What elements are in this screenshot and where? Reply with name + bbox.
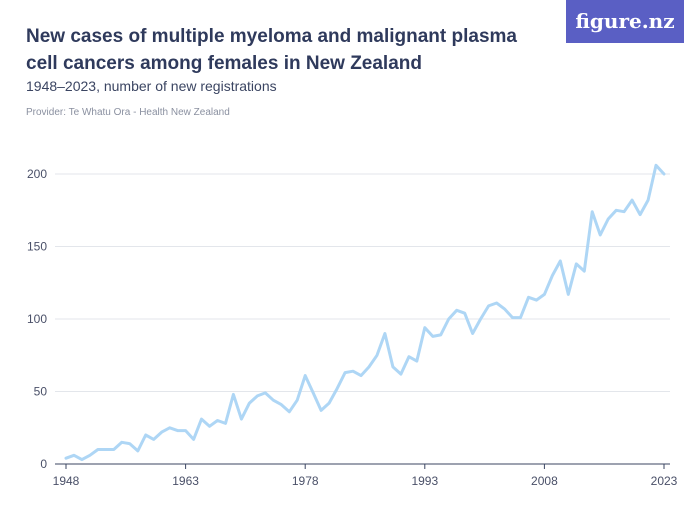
y-tick-label: 50 xyxy=(34,385,48,399)
chart-subtitle: 1948–2023, number of new registrations xyxy=(26,78,277,94)
y-tick-label: 100 xyxy=(27,312,47,326)
y-tick-label: 200 xyxy=(27,167,47,181)
x-tick-label: 2008 xyxy=(531,474,558,488)
y-tick-label: 150 xyxy=(27,240,47,254)
figure-nz-logo[interactable]: figure.nz xyxy=(566,0,684,43)
chart-title: New cases of multiple myeloma and malign… xyxy=(26,26,517,74)
y-tick-label: 0 xyxy=(40,457,47,471)
x-tick-label: 1948 xyxy=(53,474,80,488)
x-tick-label: 1963 xyxy=(172,474,199,488)
provider-note: Provider: Te Whatu Ora - Health New Zeal… xyxy=(26,107,230,118)
x-tick-label: 1993 xyxy=(411,474,438,488)
x-tick-label: 2023 xyxy=(651,474,678,488)
series-line xyxy=(64,163,666,462)
x-tick-label: 1978 xyxy=(292,474,319,488)
